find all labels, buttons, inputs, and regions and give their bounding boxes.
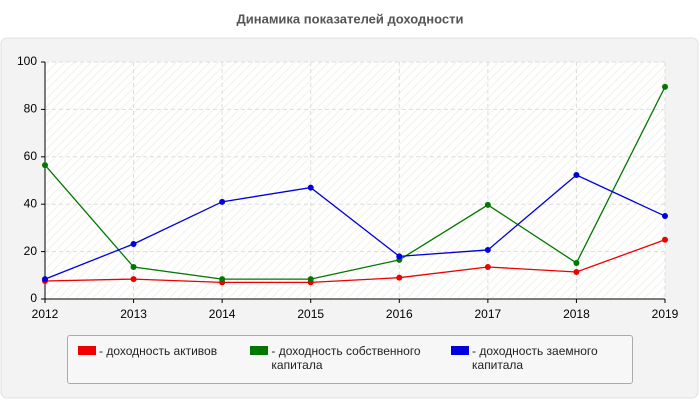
- data-point: [42, 162, 48, 169]
- legend-item: - доходность активов: [68, 336, 242, 383]
- data-point: [42, 276, 48, 283]
- x-tick-label: 2015: [297, 307, 324, 321]
- chart-title: Динамика показателей доходности: [236, 11, 463, 26]
- data-point: [662, 83, 668, 90]
- legend-item: - доходность собственного капитала: [242, 336, 443, 383]
- legend-swatch: [250, 346, 269, 355]
- data-point: [219, 276, 226, 283]
- data-point: [396, 274, 403, 281]
- series-line: [44, 239, 666, 284]
- x-tick-label: 2019: [652, 307, 679, 321]
- data-point: [662, 213, 668, 220]
- y-tick-label: 60: [24, 149, 38, 163]
- legend-label: - доходность заемного капитала: [472, 344, 598, 372]
- x-tick-label: 2013: [120, 307, 147, 321]
- data-point: [396, 253, 403, 260]
- plot-hatch: [45, 62, 665, 299]
- data-point: [219, 198, 226, 205]
- data-point: [484, 246, 491, 253]
- x-tick-label: 2012: [32, 307, 59, 321]
- x-tick-label: 2018: [563, 307, 590, 321]
- y-tick-label: 20: [24, 244, 38, 258]
- data-point: [662, 236, 668, 243]
- data-point: [484, 201, 491, 208]
- legend-item: - доходность заемного капитала: [443, 336, 632, 383]
- data-point: [484, 264, 491, 271]
- data-point: [573, 172, 580, 179]
- data-point: [130, 276, 137, 283]
- x-tick-label: 2017: [475, 307, 502, 321]
- y-tick-label: 100: [17, 54, 37, 68]
- legend: - доходность активов - доходность собстве…: [67, 335, 633, 384]
- legend-swatch: [451, 346, 469, 355]
- data-point: [130, 241, 137, 248]
- y-tick-label: 0: [30, 291, 37, 305]
- data-point: [573, 268, 580, 275]
- legend-label: - доходность активов: [99, 344, 218, 358]
- x-tick-label: 2016: [386, 307, 413, 321]
- data-point: [307, 276, 314, 283]
- data-point: [130, 264, 137, 271]
- y-tick-label: 80: [24, 102, 38, 116]
- x-tick-label: 2014: [209, 307, 236, 321]
- legend-swatch: [78, 346, 96, 355]
- data-point: [307, 184, 314, 191]
- series-line: [44, 174, 666, 280]
- data-point: [573, 259, 580, 266]
- legend-label: - доходность собственного капитала: [271, 344, 421, 372]
- y-tick-label: 40: [24, 196, 38, 210]
- series-line: [44, 86, 666, 280]
